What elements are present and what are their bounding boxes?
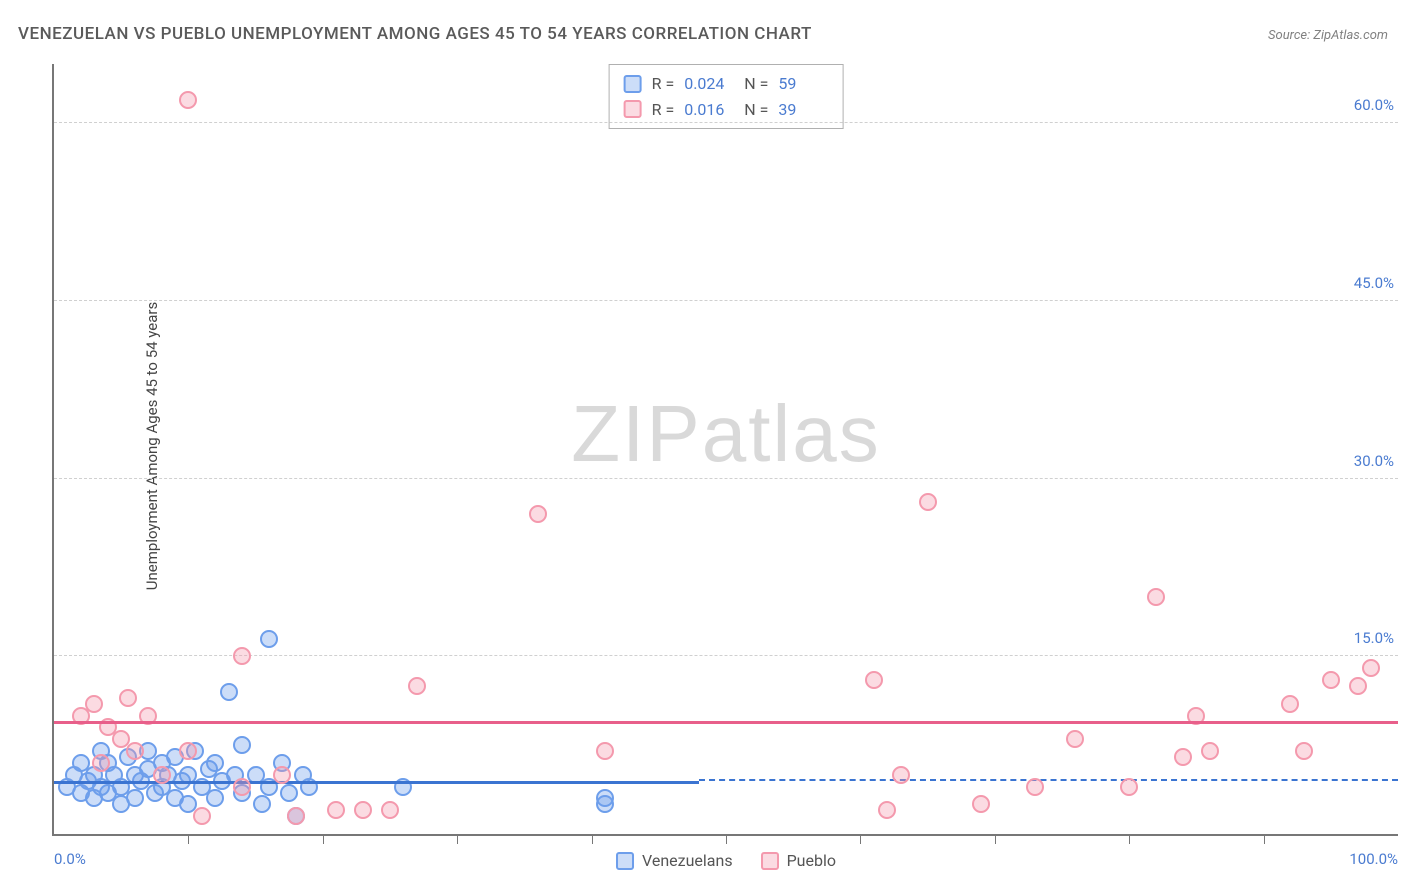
data-point	[1322, 671, 1340, 689]
data-point	[220, 683, 238, 701]
stat-n-label: N =	[744, 71, 768, 97]
legend-stats-box: R = 0.024 N = 59 R = 0.016 N = 39	[609, 64, 844, 129]
stat-r-label: R =	[652, 71, 675, 97]
x-tick	[860, 834, 861, 844]
x-tick	[457, 834, 458, 844]
legend-stats-row: R = 0.016 N = 39	[624, 97, 829, 123]
y-tick-label: 15.0%	[1354, 629, 1400, 647]
data-point	[260, 630, 278, 648]
data-point	[287, 807, 305, 825]
gridline-h	[54, 122, 1398, 123]
x-tick	[995, 834, 996, 844]
watermark-bold: ZIP	[571, 389, 701, 478]
data-point	[1120, 778, 1138, 796]
data-point	[596, 795, 614, 813]
data-point	[1295, 742, 1313, 760]
trend-line	[54, 721, 1398, 724]
data-point	[233, 778, 251, 796]
stat-n-label: N =	[744, 97, 768, 123]
watermark-thin: atlas	[702, 389, 881, 478]
data-point	[972, 795, 990, 813]
trend-line-dashed	[699, 779, 1398, 781]
data-point	[381, 801, 399, 819]
x-tick	[1264, 834, 1265, 844]
data-point	[529, 505, 547, 523]
data-point	[327, 801, 345, 819]
data-point	[92, 754, 110, 772]
legend-swatch	[616, 852, 634, 870]
source-attribution: Source: ZipAtlas.com	[1268, 28, 1388, 43]
x-tick	[592, 834, 593, 844]
data-point	[1201, 742, 1219, 760]
data-point	[1026, 778, 1044, 796]
x-tick	[188, 834, 189, 844]
plot-area: ZIPatlas R =0.024N =59R =0.016N =39 Vene…	[52, 64, 1398, 836]
stat-r-label: R =	[652, 97, 675, 123]
gridline-h	[54, 478, 1398, 479]
data-point	[919, 493, 937, 511]
stat-n-value: 59	[778, 71, 828, 97]
y-tick-label: 30.0%	[1354, 452, 1400, 470]
data-point	[865, 671, 883, 689]
data-point	[1281, 695, 1299, 713]
legend-swatch	[624, 75, 642, 93]
legend-label: Venezuelans	[642, 851, 733, 870]
data-point	[126, 742, 144, 760]
data-point	[85, 695, 103, 713]
data-point	[253, 795, 271, 813]
data-point	[273, 766, 291, 784]
data-point	[126, 789, 144, 807]
data-point	[193, 807, 211, 825]
legend-swatch	[761, 852, 779, 870]
legend-swatch	[624, 100, 642, 118]
data-point	[1362, 659, 1380, 677]
data-point	[179, 742, 197, 760]
y-tick-label: 60.0%	[1354, 96, 1400, 114]
x-tick	[726, 834, 727, 844]
stat-r-value: 0.016	[684, 97, 734, 123]
watermark: ZIPatlas	[571, 388, 880, 480]
gridline-h	[54, 655, 1398, 656]
data-point	[233, 736, 251, 754]
data-point	[596, 742, 614, 760]
y-tick-label: 45.0%	[1354, 274, 1400, 292]
legend-label: Pueblo	[787, 851, 836, 870]
data-point	[892, 766, 910, 784]
x-tick	[1129, 834, 1130, 844]
data-point	[1147, 588, 1165, 606]
data-point	[1174, 748, 1192, 766]
legend-stats-row: R = 0.024 N = 59	[624, 71, 829, 97]
x-tick-label-max: 100.0%	[1349, 850, 1398, 868]
gridline-h	[54, 300, 1398, 301]
data-point	[1349, 677, 1367, 695]
chart-title: VENEZUELAN VS PUEBLO UNEMPLOYMENT AMONG …	[18, 24, 812, 44]
legend-item: Venezuelans	[616, 851, 733, 870]
data-point	[354, 801, 372, 819]
data-point	[153, 766, 171, 784]
data-point	[179, 91, 197, 109]
stat-n-value: 39	[778, 97, 828, 123]
data-point	[280, 784, 298, 802]
data-point	[119, 689, 137, 707]
data-point	[878, 801, 896, 819]
data-point	[408, 677, 426, 695]
stat-r-value: 0.024	[684, 71, 734, 97]
legend-bottom: Venezuelans Pueblo	[616, 851, 836, 870]
data-point	[206, 789, 224, 807]
data-point	[233, 647, 251, 665]
data-point	[206, 754, 224, 772]
legend-item: Pueblo	[761, 851, 836, 870]
x-tick-label-min: 0.0%	[54, 850, 86, 868]
trend-line	[54, 781, 699, 784]
x-tick	[323, 834, 324, 844]
data-point	[1066, 730, 1084, 748]
